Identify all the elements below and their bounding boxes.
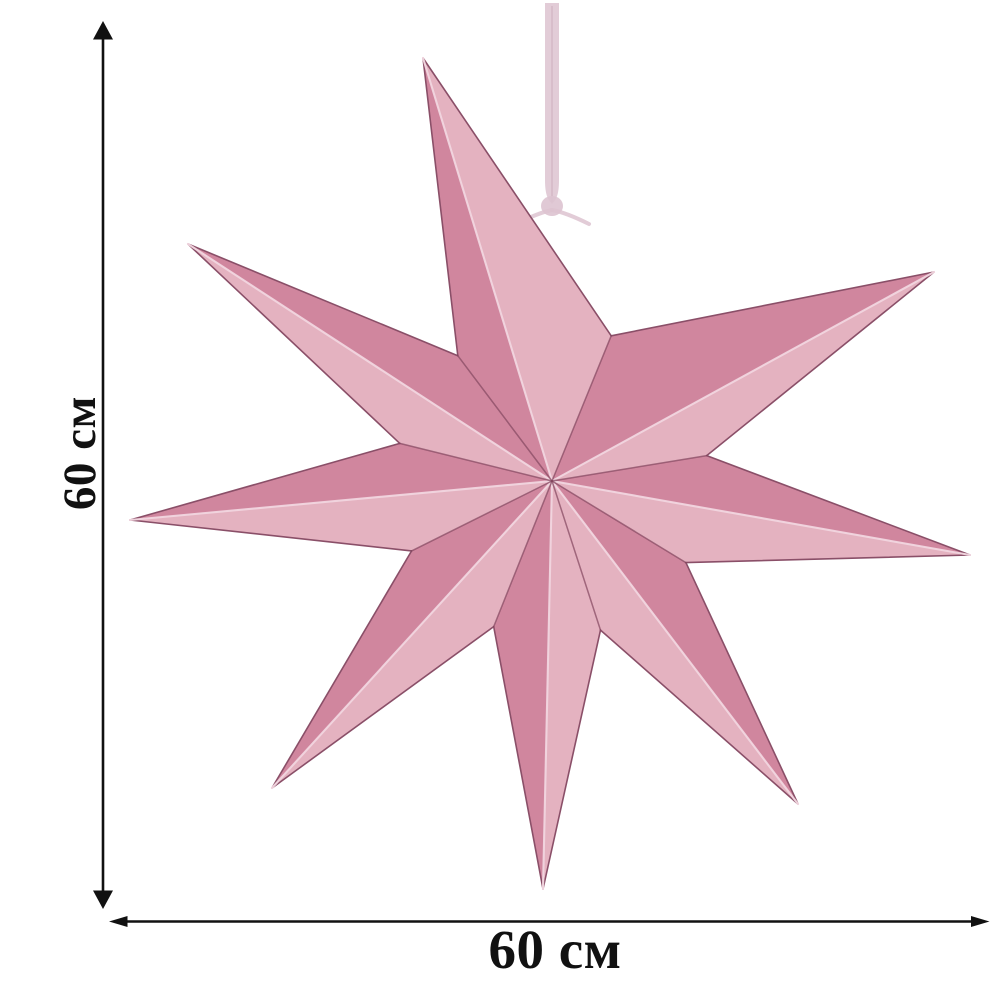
svg-text:60 см: 60 см <box>54 396 106 510</box>
